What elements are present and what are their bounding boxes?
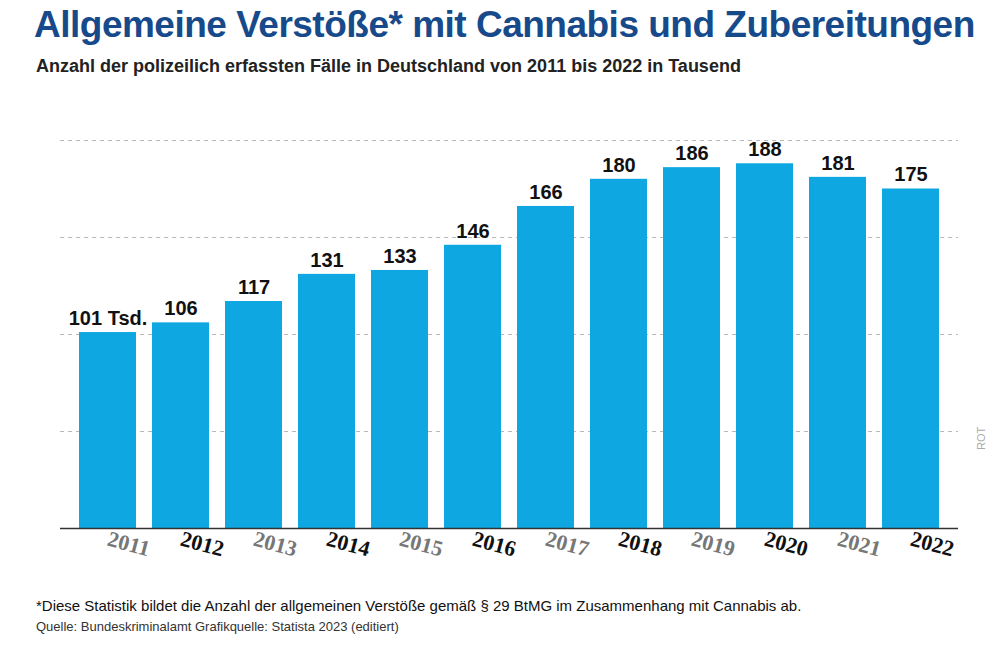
svg-text:131: 131 — [310, 249, 343, 271]
svg-text:117: 117 — [238, 276, 270, 298]
html-text:*Diese Statistik bildet die An: *Diese Statistik bildet die Anzahl der a… — [36, 597, 802, 614]
svg-text:2016: 2016 — [470, 526, 519, 562]
html-text:Allgemeine Verstöße* mit Canna: Allgemeine Verstöße* mit Cannabis und Zu… — [34, 4, 975, 45]
svg-text:186: 186 — [675, 142, 708, 164]
svg-text:2012: 2012 — [178, 526, 227, 562]
svg-text:101 Tsd.: 101 Tsd. — [69, 307, 148, 329]
svg-text:180: 180 — [602, 154, 635, 176]
svg-text:2017: 2017 — [543, 526, 592, 562]
svg-text:2021: 2021 — [835, 526, 884, 562]
svg-text:146: 146 — [456, 220, 489, 242]
svg-text:2020: 2020 — [762, 526, 811, 562]
svg-text:2013: 2013 — [251, 526, 300, 562]
svg-text:2014: 2014 — [324, 526, 373, 562]
svg-text:133: 133 — [383, 245, 416, 267]
svg-text:166: 166 — [529, 181, 562, 203]
svg-text:175: 175 — [894, 163, 927, 185]
html-text:Quelle: Bundeskriminalamt Graf: Quelle: Bundeskriminalamt Grafikquelle: … — [36, 619, 399, 634]
svg-text:2022: 2022 — [908, 526, 957, 562]
svg-text:2011: 2011 — [105, 526, 153, 561]
svg-text:106: 106 — [164, 297, 197, 319]
svg-text:2015: 2015 — [397, 526, 446, 562]
svg-text:2019: 2019 — [689, 526, 738, 562]
svg-text:2018: 2018 — [616, 526, 665, 562]
svg-text:188: 188 — [748, 138, 781, 160]
html-text:Anzahl der polizeilich erfasst: Anzahl der polizeilich erfassten Fälle i… — [36, 56, 741, 76]
html-text:ROT: ROT — [975, 426, 987, 450]
svg-text:181: 181 — [821, 152, 854, 174]
